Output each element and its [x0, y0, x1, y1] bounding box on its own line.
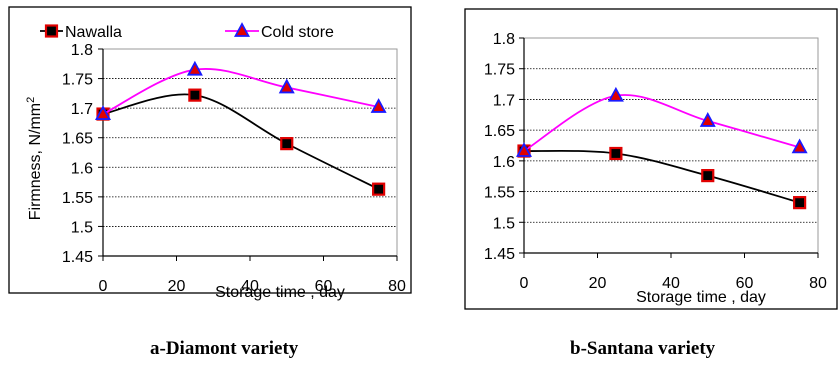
legend: Nawalla Cold store — [40, 22, 334, 41]
x-tick-label: 20 — [589, 275, 607, 292]
series-line — [523, 94, 800, 152]
x-tick-label: 0 — [520, 275, 529, 292]
series-line — [102, 93, 380, 190]
legend-marker — [233, 22, 251, 37]
x-tick-labels: 0 20 40 60 80 — [520, 253, 827, 292]
data-point — [372, 182, 386, 196]
y-tick-label: 1.8 — [71, 42, 93, 59]
x-tick-label: 60 — [315, 278, 333, 295]
y-tick-label: 1.7 — [71, 101, 93, 118]
x-tick-label: 60 — [736, 275, 754, 292]
series-cold-store — [94, 60, 387, 120]
chart-b-santana: 1.45 1.5 1.55 1.6 1.65 1.7 1.75 1.8 0 20 40 60 80 Sto… — [464, 8, 838, 310]
legend-label: Nawalla — [65, 24, 122, 41]
y-tick-label: 1.45 — [484, 246, 515, 263]
y-tick-label: 1.5 — [493, 215, 515, 232]
x-axis-label: Storage time , day — [636, 289, 766, 306]
y-tick-label: 1.5 — [71, 219, 93, 236]
data-point — [791, 138, 808, 154]
data-point — [609, 146, 623, 161]
x-tick-label: 40 — [241, 278, 259, 295]
y-tick-label: 1.6 — [493, 154, 515, 171]
x-tick-label: 0 — [99, 278, 108, 295]
data-point — [94, 105, 112, 120]
y-tick-label: 1.8 — [493, 31, 515, 48]
x-tick-label: 20 — [168, 278, 186, 295]
y-tick-label: 1.75 — [62, 72, 93, 89]
data-point — [515, 142, 533, 157]
chart-frame — [8, 6, 412, 294]
y-tick-label: 1.45 — [62, 249, 93, 266]
series-line — [102, 68, 379, 115]
x-tick-label: 40 — [662, 275, 680, 292]
data-point — [370, 98, 387, 113]
gridlines — [524, 37, 818, 223]
data-point — [607, 86, 624, 102]
data-point — [186, 60, 203, 76]
chart-a-diamont: 1.45 1.5 1.55 1.6 1.65 1.7 1.75 1.8 0 20 40 60 80 Sto… — [8, 6, 412, 301]
caption-b: b-Santana variety — [570, 338, 716, 359]
x-tick-label: 80 — [388, 278, 406, 295]
data-point — [188, 88, 202, 102]
y-tick-label: 1.65 — [484, 123, 515, 140]
data-point — [699, 112, 716, 127]
y-tick-labels: 1.45 1.5 1.55 1.6 1.65 1.7 1.75 1.8 — [62, 42, 103, 266]
y-tick-label: 1.7 — [493, 92, 515, 109]
y-tick-label: 1.55 — [484, 185, 515, 202]
x-tick-labels: 0 20 40 60 80 — [99, 256, 406, 295]
caption-a: a-Diamont variety — [150, 338, 299, 359]
chart-frame — [464, 8, 838, 310]
y-tick-labels: 1.45 1.5 1.55 1.6 1.65 1.7 1.75 1.8 — [484, 31, 524, 263]
series-cold-store — [515, 86, 808, 157]
y-axis-label: Firmness, N/mm2 — [25, 97, 44, 220]
y-tick-label: 1.65 — [62, 131, 93, 148]
y-tick-label: 1.55 — [62, 190, 93, 207]
x-axis-label: Storage time , day — [215, 284, 345, 301]
legend-label: Cold store — [261, 24, 334, 41]
y-tick-label: 1.75 — [484, 62, 515, 79]
data-point — [793, 196, 807, 210]
y-tick-label: 1.6 — [71, 160, 93, 177]
data-point — [701, 169, 715, 183]
data-point — [280, 137, 294, 151]
series-line — [523, 149, 800, 204]
x-tick-label: 80 — [809, 275, 827, 292]
data-point — [278, 78, 295, 94]
legend-marker — [44, 24, 59, 38]
